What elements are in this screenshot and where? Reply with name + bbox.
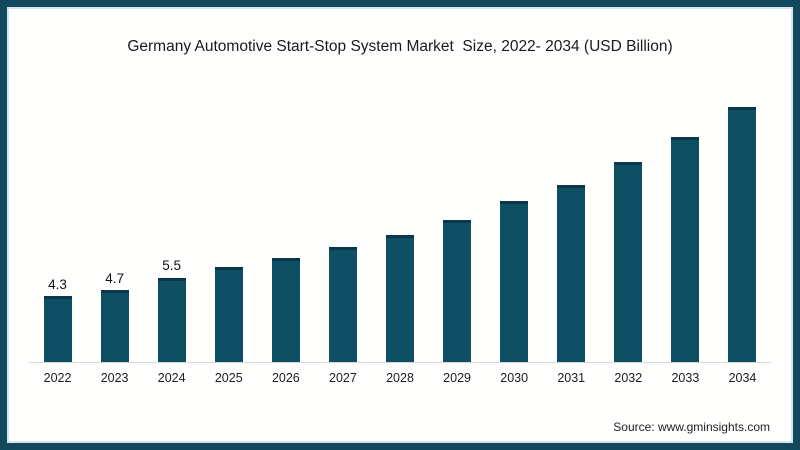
bar-column [429, 66, 486, 362]
bars-plot: 4.3 4.7 5.5 [29, 66, 771, 363]
bar [671, 137, 700, 362]
bar [500, 201, 529, 362]
x-axis-label: 2030 [500, 371, 529, 385]
x-axis-label: 2026 [271, 371, 300, 385]
bar-column [200, 66, 257, 362]
bar-column [714, 66, 771, 362]
bar [214, 267, 243, 362]
bar-column: 5.5 [143, 66, 200, 362]
x-axis-label: 2027 [329, 371, 357, 385]
chart-title: Germany Automotive Start-Stop System Mar… [127, 38, 673, 55]
x-axis-label: 2029 [443, 371, 471, 385]
x-axis-label: 2022 [43, 371, 72, 385]
bar-value-label: 4.7 [105, 270, 124, 286]
bar [614, 161, 643, 362]
bar-value-label: 4.3 [48, 276, 67, 292]
x-axis-label: 2025 [214, 371, 243, 385]
bar-column [543, 66, 600, 362]
bar [157, 277, 186, 362]
bar-column: 4.7 [86, 66, 143, 362]
bar [43, 296, 72, 362]
x-axis-label: 2031 [557, 371, 586, 385]
bar-column: 4.3 [29, 66, 86, 362]
bar [100, 290, 129, 362]
bar-column [314, 66, 371, 362]
bar [271, 257, 300, 362]
x-axis-label: 2023 [100, 371, 129, 385]
bar-column [657, 66, 714, 362]
bar [728, 106, 757, 362]
x-axis-labels: 2022 2023 2024 2025 2026 2027 2028 2029 2030 2031… [29, 371, 771, 385]
bar-value-label: 5.5 [162, 258, 182, 274]
bar-column [600, 66, 657, 362]
bar [328, 247, 357, 362]
source-text: Source: www.gminsights.com [613, 420, 770, 434]
x-axis-label: 2024 [157, 371, 186, 385]
x-axis-label: 2034 [728, 371, 757, 385]
bar-column [371, 66, 428, 362]
bar [557, 184, 586, 362]
bar [443, 219, 472, 362]
bar [386, 235, 414, 362]
x-axis-label: 2033 [671, 371, 700, 385]
bar-column [486, 66, 543, 362]
bar-column [257, 66, 314, 362]
x-axis-label: 2028 [386, 371, 414, 385]
x-axis-label: 2032 [614, 371, 643, 385]
